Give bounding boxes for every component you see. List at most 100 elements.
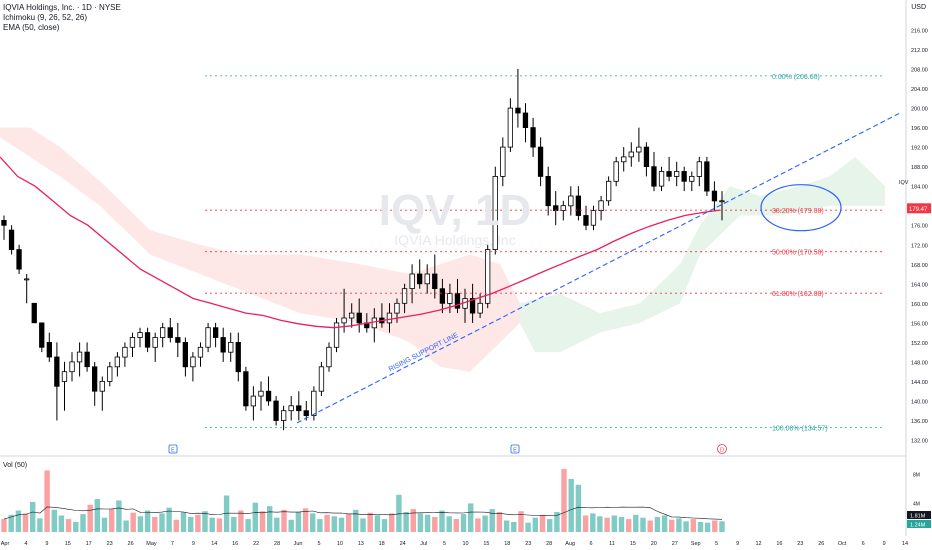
candle-down[interactable] — [530, 127, 536, 148]
candle-up[interactable] — [348, 312, 355, 319]
volume-bar-up[interactable] — [503, 520, 510, 533]
volume-bar-down[interactable] — [561, 469, 567, 532]
candle-up[interactable] — [326, 346, 332, 368]
volume-bar-down[interactable] — [195, 514, 201, 532]
candle-down[interactable] — [46, 341, 52, 358]
candle-down[interactable] — [583, 215, 589, 226]
candle-down[interactable] — [265, 390, 272, 402]
earnings-event-marker[interactable] — [168, 444, 178, 454]
candle-down[interactable] — [416, 273, 423, 285]
candle-up[interactable] — [228, 341, 234, 353]
candle-down[interactable] — [522, 112, 529, 129]
volume-bar-up[interactable] — [159, 513, 165, 532]
volume-bar-down[interactable] — [87, 504, 93, 532]
candle-up[interactable] — [250, 395, 257, 407]
volume-bar-up[interactable] — [123, 520, 129, 533]
volume-bar-down[interactable] — [647, 520, 653, 533]
volume-bar-up[interactable] — [252, 502, 258, 532]
volume-bar-up[interactable] — [396, 494, 402, 532]
candle-up[interactable] — [288, 405, 294, 412]
volume-bar-up[interactable] — [676, 518, 682, 532]
candle-down[interactable] — [84, 351, 90, 368]
volume-bar-down[interactable] — [604, 517, 610, 532]
candle-down[interactable] — [515, 107, 521, 114]
volume-bar-up[interactable] — [633, 514, 639, 532]
price-axis[interactable]: 216.00 212.00 208.00 204.00 200.00 196.00 192.… — [899, 29, 931, 445]
volume-bar-down[interactable] — [1, 519, 7, 532]
volume-bar-up[interactable] — [144, 510, 151, 533]
volume-bar-up[interactable] — [30, 501, 36, 532]
candle-up[interactable] — [560, 205, 566, 211]
volume-bar-down[interactable] — [324, 514, 330, 532]
volume-bar-down[interactable] — [238, 510, 244, 533]
volume-bar-up[interactable] — [482, 515, 488, 533]
candle-down[interactable] — [273, 400, 279, 421]
candle-up[interactable] — [333, 322, 340, 348]
candle-down[interactable] — [356, 312, 362, 324]
candle-up[interactable] — [628, 151, 634, 158]
volume-bar-up[interactable] — [704, 522, 711, 532]
volume-bar-up[interactable] — [274, 517, 280, 532]
volume-bar-up[interactable] — [51, 509, 57, 532]
candle-down[interactable] — [432, 273, 438, 290]
volume-bar-down[interactable] — [712, 520, 718, 533]
volume-bar-up[interactable] — [590, 513, 596, 532]
volume-bar-up[interactable] — [80, 514, 86, 532]
volume-bar-up[interactable] — [446, 516, 452, 532]
volume-bar-down[interactable] — [496, 512, 503, 532]
volume-bar-up[interactable] — [188, 517, 194, 532]
volume-bar-up[interactable] — [618, 517, 625, 532]
volume-bar-down[interactable] — [281, 509, 287, 532]
volume-bar-up[interactable] — [223, 495, 230, 533]
volume-bar-down[interactable] — [152, 517, 158, 532]
volume-bar-down[interactable] — [475, 518, 481, 532]
candle-down[interactable] — [681, 171, 687, 182]
symbol-title[interactable]: IQVIA Holdings, Inc. · 1D · NYSE — [3, 3, 121, 12]
candle-down[interactable] — [439, 288, 446, 304]
volume-bar-down[interactable] — [389, 513, 395, 532]
candle-up[interactable] — [401, 288, 408, 304]
volume-bar-up[interactable] — [101, 517, 108, 532]
volume-bar-down[interactable] — [410, 509, 416, 532]
ema-50-line[interactable] — [0, 156, 721, 329]
volume-bar-up[interactable] — [137, 516, 144, 532]
candle-down[interactable] — [454, 293, 461, 309]
volume-bar-down[interactable] — [539, 514, 546, 532]
candle-down[interactable] — [545, 175, 551, 207]
candle-up[interactable] — [492, 175, 498, 250]
volume-bar-up[interactable] — [460, 514, 467, 532]
currency-label[interactable]: USD — [911, 4, 926, 11]
candle-down[interactable] — [31, 302, 37, 324]
volume-bar-up[interactable] — [532, 517, 538, 532]
volume-bar-up[interactable] — [116, 500, 122, 533]
candle-up[interactable] — [484, 249, 491, 304]
volume-bar-up[interactable] — [231, 517, 237, 532]
indicator-ichimoku-legend[interactable]: Ichimoku (9, 26, 52, 26) — [3, 13, 88, 22]
candle-down[interactable] — [296, 405, 302, 412]
candle-up[interactable] — [280, 410, 287, 421]
candle-up[interactable] — [205, 327, 211, 348]
indicator-ema-legend[interactable]: EMA (50, close) — [3, 23, 60, 32]
candle-up[interactable] — [613, 161, 619, 182]
candle-up[interactable] — [689, 175, 695, 182]
volume-bar-up[interactable] — [267, 506, 273, 532]
candle-down[interactable] — [704, 161, 710, 192]
candle-down[interactable] — [469, 298, 476, 314]
candle-up[interactable] — [507, 107, 514, 148]
volume-bar-down[interactable] — [690, 519, 696, 532]
candle-up[interactable] — [197, 346, 204, 358]
volume-bar-up[interactable] — [317, 519, 323, 532]
volume-bar-up[interactable] — [439, 510, 445, 533]
volume-bar-up[interactable] — [245, 519, 251, 532]
highlight-ellipse[interactable] — [760, 184, 842, 232]
candle-up[interactable] — [114, 356, 120, 368]
volume-bar-up[interactable] — [295, 512, 302, 532]
volume-bar-up[interactable] — [58, 515, 65, 533]
volume-bar-down[interactable] — [518, 511, 524, 532]
candle-down[interactable] — [243, 371, 249, 407]
volume-bar-up[interactable] — [568, 479, 574, 532]
volume-bar-down[interactable] — [44, 470, 50, 532]
candle-down[interactable] — [212, 327, 219, 338]
candle-up[interactable] — [152, 337, 158, 348]
